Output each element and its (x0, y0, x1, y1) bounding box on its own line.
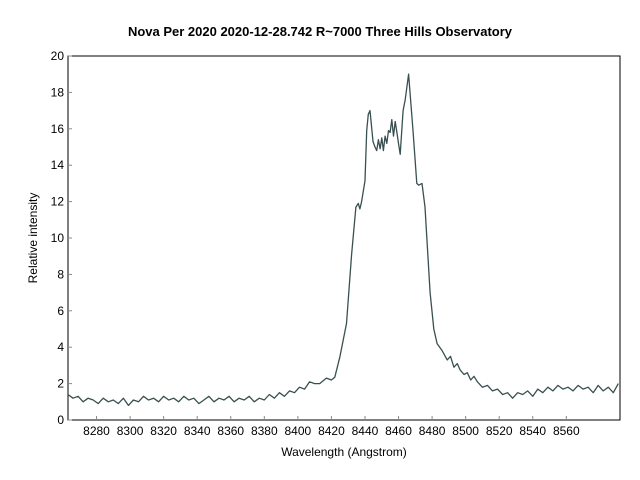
y-tick-label: 20 (51, 49, 65, 63)
x-tick-label: 8460 (385, 424, 412, 438)
chart-title: Nova Per 2020 2020-12-28.742 R~7000 Thre… (127, 24, 513, 39)
plot-frame (67, 55, 621, 421)
x-tick-label: 8500 (452, 424, 479, 438)
x-tick-label: 8280 (83, 424, 110, 438)
y-tick-label: 6 (57, 304, 64, 318)
x-axis-label: Wavelength (Angstrom) (281, 445, 407, 459)
x-tick-label: 8380 (251, 424, 278, 438)
spectrum-line (67, 73, 619, 407)
y-tick-label: 10 (51, 231, 65, 245)
y-tick-label: 2 (57, 377, 64, 391)
x-tick-label: 8300 (117, 424, 144, 438)
x-tick-label: 8480 (419, 424, 446, 438)
y-tick-label: 18 (51, 85, 65, 99)
x-tick-label: 8540 (519, 424, 546, 438)
x-tick-label: 8400 (285, 424, 312, 438)
x-tick-label: 8560 (553, 424, 580, 438)
y-tick-label: 0 (57, 413, 64, 427)
y-tick-label: 4 (57, 340, 64, 354)
x-tick-label: 8360 (217, 424, 244, 438)
x-tick-label: 8440 (352, 424, 379, 438)
y-tick-label: 16 (51, 122, 65, 136)
x-tick-label: 8320 (150, 424, 177, 438)
x-tick-label: 8520 (486, 424, 513, 438)
x-tick-label: 8340 (184, 424, 211, 438)
x-tick-label: 8420 (318, 424, 345, 438)
y-tick-label: 8 (57, 267, 64, 281)
y-tick-label: 14 (51, 158, 65, 172)
y-tick-label: 12 (51, 195, 65, 209)
